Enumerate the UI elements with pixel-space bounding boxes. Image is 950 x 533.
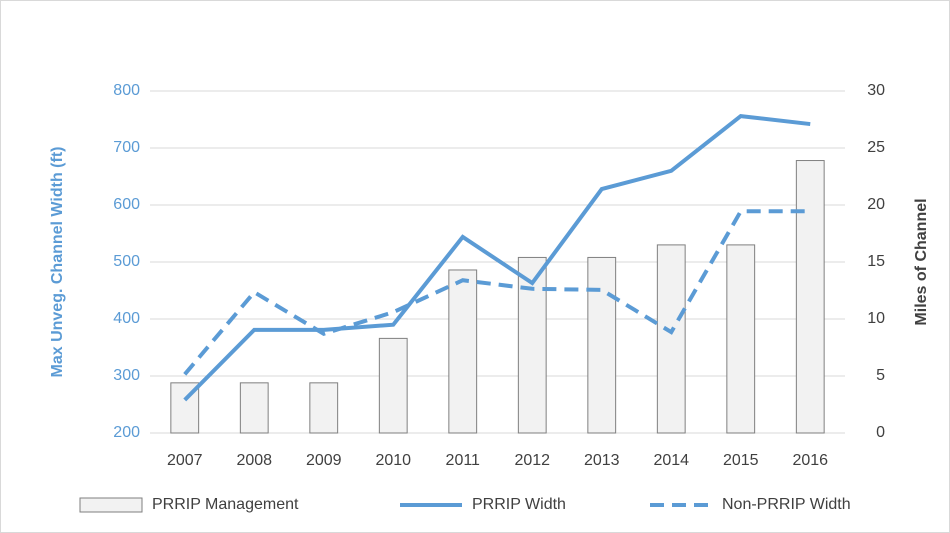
y2-tick-label: 25	[867, 139, 885, 156]
bar	[448, 269, 478, 434]
y2-tick-label: 15	[867, 253, 885, 270]
x-tick-label: 2008	[236, 452, 272, 469]
x-tick-label: 2012	[514, 452, 550, 469]
y-tick-label: 700	[113, 139, 140, 156]
y-tick-label: 500	[113, 253, 140, 270]
bar	[656, 244, 686, 434]
y-tick-label: 600	[113, 196, 140, 213]
x-tick-label: 2014	[653, 452, 689, 469]
x-tick-label: 2010	[375, 452, 411, 469]
y-tick-label: 400	[113, 310, 140, 327]
y2-tick-label: 20	[867, 196, 885, 213]
y2-tick-label: 0	[876, 424, 885, 441]
legend-label: PRRIP Management	[152, 496, 299, 513]
y-tick-label: 800	[113, 82, 140, 99]
x-tick-label: 2009	[306, 452, 342, 469]
x-tick-label: 2015	[723, 452, 759, 469]
x-tick-label: 2016	[792, 452, 828, 469]
y2-tick-label: 10	[867, 310, 885, 327]
x-tick-label: 2011	[446, 452, 481, 469]
y-tick-label: 300	[113, 367, 140, 384]
y2-tick-label: 5	[876, 367, 885, 384]
bar	[795, 160, 825, 434]
bar	[726, 244, 756, 434]
bar	[378, 337, 408, 434]
legend-swatch	[79, 497, 143, 513]
y-axis-label: Max Unveg. Channel Width (ft)	[49, 147, 66, 378]
legend-label: PRRIP Width	[472, 496, 566, 513]
bar	[587, 256, 617, 434]
y2-axis-label: Miles of Channel	[913, 198, 930, 325]
y2-tick-label: 30	[867, 82, 885, 99]
line	[183, 209, 811, 376]
bar	[239, 382, 269, 434]
legend-label: Non-PRRIP Width	[722, 496, 851, 513]
line	[183, 113, 811, 402]
bar	[309, 382, 339, 434]
x-tick-label: 2007	[167, 452, 203, 469]
y-tick-label: 200	[113, 424, 140, 441]
x-tick-label: 2013	[584, 452, 620, 469]
